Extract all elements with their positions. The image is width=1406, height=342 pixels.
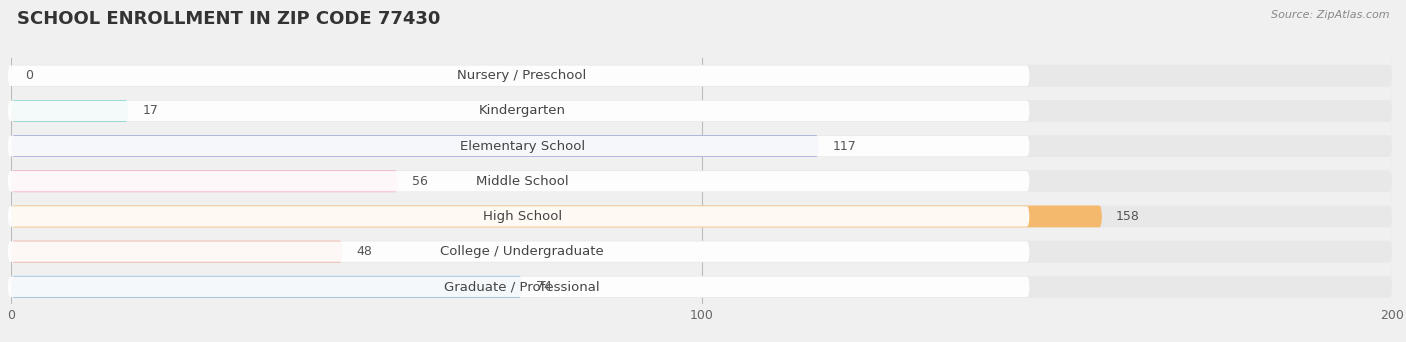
FancyBboxPatch shape	[11, 170, 1392, 192]
FancyBboxPatch shape	[11, 241, 343, 263]
FancyBboxPatch shape	[11, 100, 1392, 122]
Text: 0: 0	[25, 69, 34, 82]
FancyBboxPatch shape	[11, 170, 398, 192]
Text: 48: 48	[357, 245, 373, 258]
FancyBboxPatch shape	[11, 100, 128, 122]
Text: 117: 117	[832, 140, 856, 153]
FancyBboxPatch shape	[8, 241, 1029, 262]
FancyBboxPatch shape	[11, 135, 818, 157]
FancyBboxPatch shape	[11, 276, 522, 298]
FancyBboxPatch shape	[8, 277, 1029, 297]
Text: 74: 74	[536, 280, 551, 293]
FancyBboxPatch shape	[8, 66, 1029, 86]
Text: High School: High School	[482, 210, 561, 223]
Text: Source: ZipAtlas.com: Source: ZipAtlas.com	[1271, 10, 1389, 20]
FancyBboxPatch shape	[11, 241, 1392, 263]
Text: 17: 17	[142, 104, 159, 117]
Text: College / Undergraduate: College / Undergraduate	[440, 245, 605, 258]
Text: Graduate / Professional: Graduate / Professional	[444, 280, 600, 293]
Text: Nursery / Preschool: Nursery / Preschool	[457, 69, 586, 82]
Text: Middle School: Middle School	[475, 175, 568, 188]
FancyBboxPatch shape	[8, 101, 1029, 121]
FancyBboxPatch shape	[8, 206, 1029, 227]
Text: 158: 158	[1116, 210, 1140, 223]
FancyBboxPatch shape	[11, 206, 1102, 227]
FancyBboxPatch shape	[11, 276, 1392, 298]
FancyBboxPatch shape	[11, 135, 1392, 157]
Text: Elementary School: Elementary School	[460, 140, 585, 153]
FancyBboxPatch shape	[8, 171, 1029, 192]
FancyBboxPatch shape	[11, 65, 1392, 87]
FancyBboxPatch shape	[11, 206, 1392, 227]
FancyBboxPatch shape	[8, 136, 1029, 156]
Text: 56: 56	[412, 175, 427, 188]
Text: Kindergarten: Kindergarten	[478, 104, 565, 117]
Text: SCHOOL ENROLLMENT IN ZIP CODE 77430: SCHOOL ENROLLMENT IN ZIP CODE 77430	[17, 10, 440, 28]
